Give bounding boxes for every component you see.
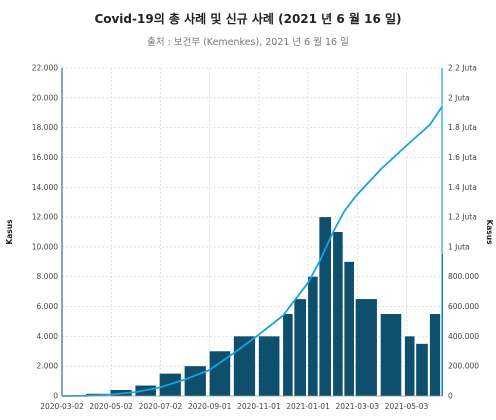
y-tick-label-right: 800.000	[448, 272, 479, 281]
new-cases-bar	[333, 232, 343, 396]
x-tick-label: 2021-03-03	[335, 402, 379, 411]
y-tick-label-right: 400.000	[448, 332, 479, 341]
y-tick-label-left: 12.000	[32, 213, 58, 222]
new-cases-bar	[308, 276, 318, 396]
y-tick-label-right: 2 Juta	[448, 93, 470, 102]
new-cases-bar	[355, 299, 377, 396]
new-cases-bar	[233, 336, 256, 396]
chart-title: Covid-19의 총 사례 및 신규 사례 (2021 년 6 월 16 일)	[94, 12, 402, 26]
x-tick-label: 2020-05-02	[89, 402, 133, 411]
y-tick-label-right: 1.8 Juta	[448, 123, 477, 132]
y-tick-label-left: 2.000	[37, 362, 59, 371]
x-tick-label: 2020-11-01	[237, 402, 281, 411]
new-cases-bar	[209, 351, 231, 396]
y-tick-label-left: 8.000	[37, 272, 59, 281]
y-tick-label-left: 6.000	[37, 302, 59, 311]
x-tick-label: 2020-07-02	[139, 402, 183, 411]
y-tick-label-right: 2.2 Juta	[448, 64, 477, 73]
new-cases-bar	[429, 314, 441, 396]
axes-layer: 0 0 2.000 200.000 4.000 400.000 6.000 600.000 8.…	[32, 64, 479, 412]
y-tick-label-left: 4.000	[37, 332, 59, 341]
new-cases-bar	[344, 261, 354, 396]
new-cases-bar	[184, 366, 206, 396]
new-cases-bar	[404, 336, 415, 396]
new-cases-bar	[416, 343, 428, 396]
y-tick-label-left: 18.000	[32, 123, 58, 132]
x-tick-label: 2020-09-01	[188, 402, 232, 411]
y-tick-label-right: 600.000	[448, 302, 479, 311]
x-tick-label: 2021-05-03	[385, 402, 429, 411]
y-axis-title-left: Kasus	[5, 219, 14, 245]
new-cases-bar	[294, 299, 307, 396]
x-tick-label: 2021-01-01	[286, 402, 330, 411]
bars-layer	[86, 217, 443, 396]
new-cases-bar	[258, 336, 280, 396]
y-tick-label-left: 14.000	[32, 183, 58, 192]
new-cases-bar	[380, 314, 402, 396]
y-tick-label-left: 20.000	[32, 93, 58, 102]
new-cases-bar	[283, 314, 293, 396]
line-layer	[61, 106, 443, 397]
new-cases-bar	[319, 217, 332, 396]
y-tick-label-right: 0	[448, 392, 453, 401]
total-cases-line	[61, 106, 443, 397]
y-tick-label-right: 1 Juta	[448, 242, 470, 251]
y-tick-label-left: 22.000	[32, 64, 58, 73]
y-tick-label-left: 10.000	[32, 242, 58, 251]
y-tick-label-left: 16.000	[32, 153, 58, 162]
y-tick-label-right: 1.4 Juta	[448, 183, 477, 192]
chart-subtitle: 출처 : 보건부 (Kemenkes), 2021 년 6 월 16 일	[147, 37, 349, 48]
y-tick-label-right: 200.000	[448, 362, 479, 371]
x-tick-label: 2020-03-02	[40, 402, 84, 411]
y-tick-label-left: 0	[53, 392, 58, 401]
y-tick-label-right: 1.6 Juta	[448, 153, 477, 162]
y-axis-title-right: Kasus	[485, 219, 494, 245]
y-tick-label-right: 1.2 Juta	[448, 213, 477, 222]
